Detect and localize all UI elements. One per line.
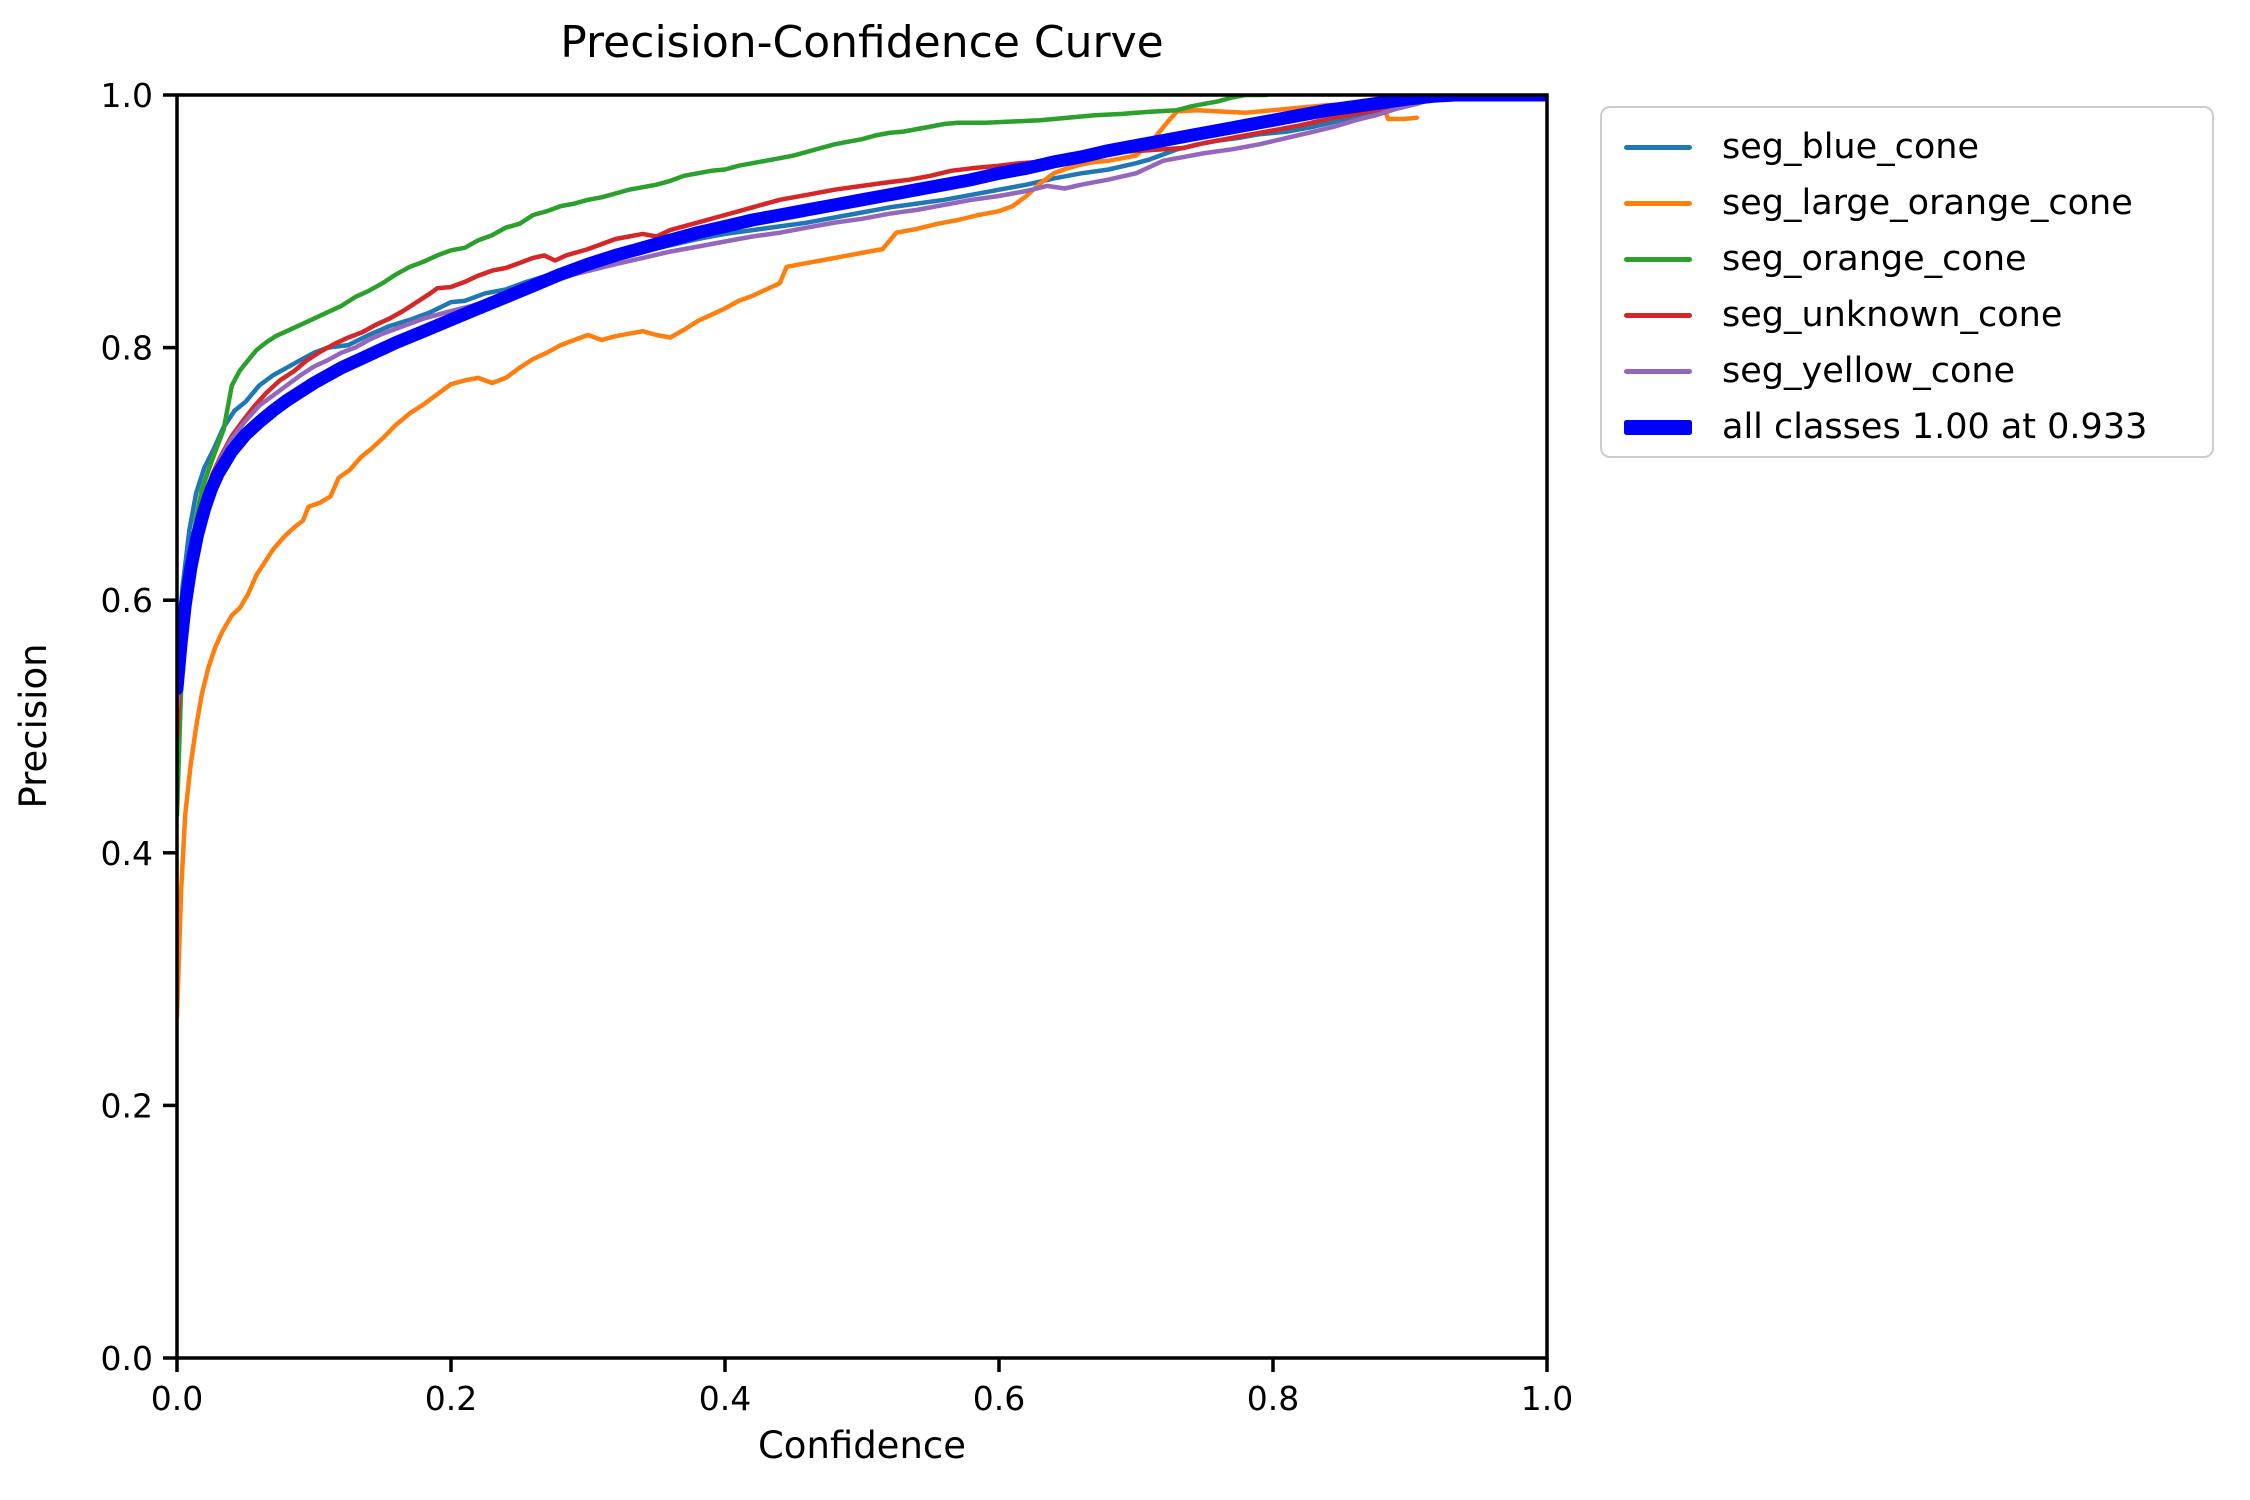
legend-label: seg_blue_cone <box>1722 126 1980 167</box>
legend-line-swatch-icon <box>1624 368 1692 374</box>
curve-seg-unknown-cone <box>177 95 1461 742</box>
x-tick-label: 0.4 <box>699 1379 751 1418</box>
legend-label: all classes 1.00 at 0.933 <box>1722 406 2148 447</box>
y-tick-label: 0.8 <box>101 329 153 368</box>
legend-line-swatch-icon <box>1624 256 1692 262</box>
y-tick-label: 0.2 <box>101 1086 153 1125</box>
y-axis-label: Precision <box>12 643 55 808</box>
legend-label: seg_yellow_cone <box>1722 350 2016 391</box>
legend-item-seg-yellow-cone: seg_yellow_cone <box>1602 343 2212 399</box>
chart-title: Precision-Confidence Curve <box>560 17 1163 68</box>
legend-item-seg-unknown-cone: seg_unknown_cone <box>1602 287 2212 343</box>
axes-frame <box>175 93 1549 1360</box>
y-tick-label: 0.0 <box>101 1339 153 1378</box>
curve-all-classes-1-00-at-0-933 <box>177 95 1547 696</box>
y-tick-label: 1.0 <box>101 76 153 115</box>
legend-label: seg_orange_cone <box>1722 238 2027 279</box>
x-tick-label: 0.0 <box>151 1379 203 1418</box>
curves-group <box>177 95 1547 1020</box>
x-tick-label: 0.6 <box>973 1379 1025 1418</box>
legend-line-swatch-icon <box>1624 200 1692 206</box>
y-tick-label: 0.4 <box>101 834 153 873</box>
legend-item-seg-blue-cone: seg_blue_cone <box>1602 119 2212 175</box>
x-tick-label: 0.2 <box>425 1379 477 1418</box>
y-tick-label: 0.6 <box>101 581 153 620</box>
ticks-group: 0.0 0.2 0.4 0.6 0.8 1.0 0.0 0.2 0.4 0.6 0.8 1.0 <box>101 76 1574 1418</box>
legend-line-swatch-icon <box>1624 144 1692 150</box>
legend-line-swatch-icon <box>1624 312 1692 318</box>
curve-seg-yellow-cone <box>177 95 1454 710</box>
x-tick-label: 0.8 <box>1247 1379 1299 1418</box>
legend: seg_blue_cone seg_large_orange_cone seg_… <box>1600 106 2214 458</box>
legend-item-seg-large-orange-cone: seg_large_orange_cone <box>1602 175 2212 231</box>
legend-label: seg_large_orange_cone <box>1722 182 2133 223</box>
legend-item-seg-orange-cone: seg_orange_cone <box>1602 231 2212 287</box>
legend-item-all-classes: all classes 1.00 at 0.933 <box>1602 399 2212 455</box>
legend-line-swatch-icon <box>1624 419 1692 435</box>
plot-area <box>177 95 1547 1358</box>
legend-label: seg_unknown_cone <box>1722 294 2063 335</box>
x-tick-label: 1.0 <box>1521 1379 1573 1418</box>
curve-seg-orange-cone <box>177 95 1269 818</box>
x-axis-label: Confidence <box>758 1424 966 1467</box>
